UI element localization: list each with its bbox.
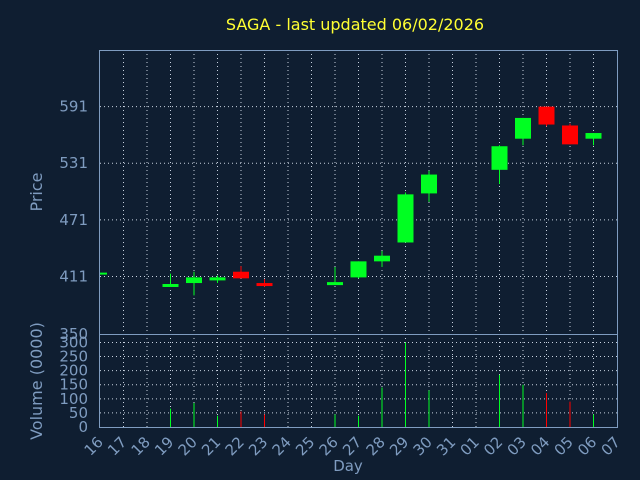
price-axis-ticks: 350 411 471 531 591 — [59, 98, 88, 343]
x-axis-label: Day — [333, 457, 363, 475]
price-tick-label: 531 — [59, 154, 88, 172]
chart-title: SAGA - last updated 06/02/2026 — [226, 15, 484, 34]
candle-body — [209, 277, 226, 281]
price-tick-label: 411 — [59, 267, 88, 285]
candle-body — [327, 282, 343, 286]
candle-body — [585, 133, 602, 139]
volume-tick-label: 50 — [69, 404, 88, 422]
candle-body — [233, 271, 249, 279]
price-tick-label: 591 — [59, 98, 88, 116]
volume-tick-label: 200 — [59, 362, 88, 380]
candle-body — [350, 261, 367, 278]
volume-tick-label: 300 — [59, 333, 88, 351]
volume-bars — [170, 342, 594, 427]
candle-body — [421, 174, 437, 194]
x-axis-ticks: 1617181920212223242526272829303101020304… — [81, 433, 624, 459]
volume-plot-frame — [99, 334, 618, 428]
candle-body — [397, 194, 414, 243]
candle-body — [256, 283, 273, 287]
volume-tick-label: 0 — [78, 418, 88, 436]
volume-tick-label: 150 — [59, 376, 88, 394]
candle-body — [562, 125, 578, 145]
candle-body — [374, 255, 390, 262]
price-axis-label: Price — [27, 172, 46, 211]
candle-body — [491, 146, 508, 170]
price-tick-label: 350 — [59, 325, 88, 343]
candle-body — [538, 106, 555, 125]
candle-body — [186, 277, 202, 284]
volume-tick-label: 100 — [59, 390, 88, 408]
candle-body — [515, 117, 531, 139]
volume-tick-label: 250 — [59, 348, 88, 366]
volume-axis-label: Volume (0000) — [27, 322, 46, 440]
price-candles — [100, 106, 602, 296]
candle-body — [162, 283, 179, 287]
price-tick-label: 471 — [59, 211, 88, 229]
